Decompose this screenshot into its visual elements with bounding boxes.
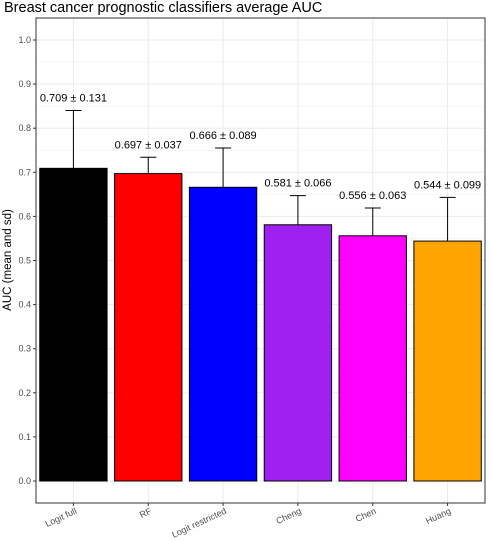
bar (413, 240, 482, 482)
bar (39, 167, 108, 482)
data-label: 0.666 ± 0.089 (189, 130, 256, 142)
y-tick-label: 0.0 (18, 476, 31, 486)
x-tick-label: Logit restricted (170, 506, 228, 540)
x-tick-label: Logit full (44, 506, 79, 529)
chart-title: Breast cancer prognostic classifiers ave… (4, 0, 323, 16)
y-axis-ticks: 0.0 0.1 0.2 0.3 0.4 0.5 0.6 0.7 0.8 0.9 1.0 (18, 35, 36, 486)
data-label: 0.697 ± 0.037 (115, 139, 182, 151)
data-label: 0.581 ± 0.066 (264, 178, 331, 190)
error-bars (65, 110, 456, 242)
x-tick-label: Chen (354, 506, 378, 524)
y-axis-label: AUC (mean and sd) (2, 209, 14, 311)
y-tick-label: 0.1 (18, 432, 31, 442)
data-label: 0.556 ± 0.063 (339, 190, 406, 202)
x-tick-label: Cheng (274, 506, 302, 526)
y-tick-label: 0.4 (18, 300, 31, 310)
bar (188, 186, 258, 482)
y-tick-label: 0.6 (18, 211, 31, 221)
y-tick-label: 0.7 (18, 167, 31, 177)
x-axis-ticks: Logit full RF Logit restricted Cheng Chen Hua… (44, 503, 452, 540)
y-tick-label: 0.3 (18, 344, 31, 354)
bar (263, 224, 333, 482)
x-tick-label: Huang (424, 506, 452, 526)
x-tick-label: RF (138, 506, 154, 520)
plot-panel-border (35, 17, 486, 504)
data-labels: 0.709 ± 0.131 0.697 ± 0.037 0.666 ± 0.089 0… (40, 93, 481, 202)
y-tick-label: 0.8 (18, 123, 31, 133)
y-tick-label: 0.2 (18, 388, 31, 398)
y-tick-label: 1.0 (18, 35, 31, 45)
y-tick-label: 0.5 (18, 256, 31, 266)
data-label: 0.544 ± 0.099 (414, 179, 481, 191)
bar (114, 173, 183, 482)
data-label: 0.709 ± 0.131 (40, 93, 107, 105)
bars (39, 167, 482, 482)
bar (338, 235, 407, 482)
y-tick-label: 0.9 (18, 79, 31, 89)
